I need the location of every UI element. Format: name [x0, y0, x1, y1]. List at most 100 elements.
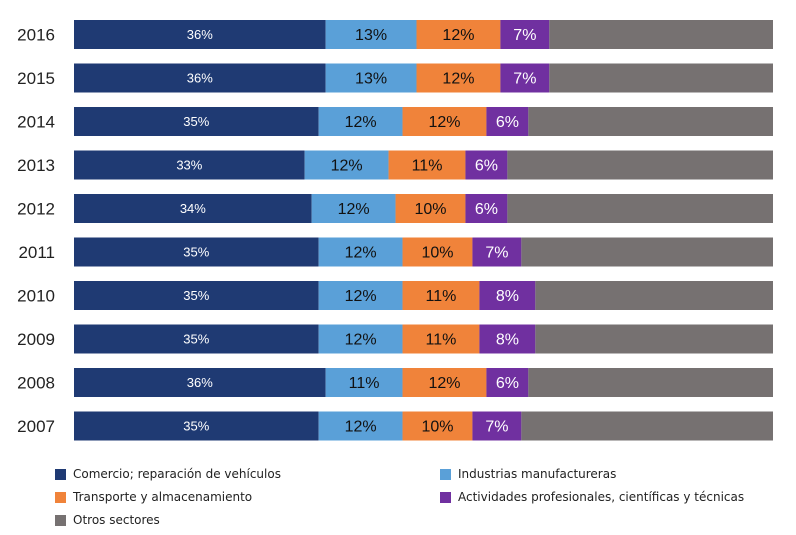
data-label: 12%: [428, 114, 460, 131]
bar-segment: [549, 63, 773, 93]
data-label: 7%: [513, 27, 536, 44]
data-label: 36%: [187, 71, 213, 86]
bar-segment: [472, 237, 522, 267]
bar-segment: [325, 63, 417, 93]
legend-swatch-transporte: [55, 491, 66, 503]
legend: Comercio; reparación de vehículos Indust…: [0, 462, 796, 532]
bar-segment: [486, 368, 529, 397]
bar-segment: [395, 194, 466, 223]
legend-label-transporte: Transporte y almacenamiento: [73, 490, 253, 504]
data-label: 12%: [442, 71, 474, 88]
data-label: 11%: [426, 332, 457, 349]
data-label: 13%: [355, 71, 387, 88]
legend-label-industrias: Industrias manufactureras: [458, 467, 617, 481]
y-tick-label: 2015: [17, 69, 55, 88]
bar-segment: [500, 63, 550, 93]
y-tick-label: 2007: [17, 417, 55, 436]
bar-segment: [535, 281, 773, 310]
legend-swatch-actividades: [440, 491, 451, 503]
bar-segment: [465, 150, 508, 180]
legend-item-actividades: Actividades profesionales, científicas y…: [440, 490, 744, 504]
y-tick-label: 2009: [17, 330, 55, 349]
data-label: 7%: [485, 419, 508, 436]
data-label: 35%: [183, 245, 209, 260]
bar-segment: [318, 237, 403, 267]
bar-segment: [318, 324, 403, 354]
data-label: 12%: [428, 375, 460, 392]
data-label: 35%: [183, 419, 209, 434]
legend-item-industrias: Industrias manufactureras: [440, 467, 616, 481]
bar-segment: [402, 324, 480, 354]
bar-segment: [521, 411, 773, 441]
data-label: 12%: [338, 201, 370, 218]
data-label: 12%: [345, 245, 377, 262]
bar-segment: [74, 324, 319, 354]
bar-segment: [416, 63, 501, 93]
data-label: 12%: [345, 419, 377, 436]
bar-segment: [74, 237, 319, 267]
bar-segment: [402, 368, 487, 397]
bar-segment: [486, 107, 529, 136]
bar-segment: [388, 150, 466, 180]
data-label: 7%: [485, 245, 508, 262]
bar-segment: [500, 20, 550, 49]
data-label: 7%: [513, 71, 536, 88]
bar-segment: [535, 324, 773, 354]
y-tick-label: 2012: [17, 200, 55, 219]
data-label: 12%: [345, 114, 377, 131]
data-label: 13%: [355, 27, 387, 44]
data-label: 33%: [176, 158, 202, 173]
data-label: 8%: [496, 288, 519, 305]
y-tick-label: 2013: [17, 156, 55, 175]
legend-swatch-comercio: [55, 468, 66, 480]
bar-segment: [402, 411, 473, 441]
bar-segment: [74, 411, 319, 441]
bar-segment: [311, 194, 396, 223]
bar-segment: [472, 411, 522, 441]
bar-segment: [479, 281, 536, 310]
y-tick-label: 2010: [17, 287, 55, 306]
bar-segment: [416, 20, 501, 49]
bar-segment: [325, 368, 403, 397]
bar-segment: [318, 107, 403, 136]
data-label: 35%: [183, 288, 209, 303]
bar-segment: [465, 194, 508, 223]
bar-segment: [325, 20, 417, 49]
y-tick-label: 2016: [17, 26, 55, 45]
legend-item-comercio: Comercio; reparación de vehículos: [55, 467, 281, 481]
data-label: 6%: [496, 114, 519, 131]
data-label: 6%: [475, 201, 498, 218]
data-label: 12%: [442, 27, 474, 44]
bar-segment: [479, 324, 536, 354]
bar-segment: [528, 107, 773, 136]
bar-segment: [74, 150, 305, 180]
legend-swatch-otros: [55, 514, 66, 526]
bar-segment: [549, 20, 773, 49]
legend-item-transporte: Transporte y almacenamiento: [55, 490, 252, 504]
bar-segment: [74, 194, 312, 223]
data-label: 36%: [187, 27, 213, 42]
data-label: 11%: [349, 375, 380, 392]
bar-segment: [402, 237, 473, 267]
legend-item-otros: Otros sectores: [55, 513, 160, 527]
data-label: 10%: [414, 201, 446, 218]
bar-segment: [528, 368, 773, 397]
bar-segment: [318, 411, 403, 441]
bar-segment: [74, 281, 319, 310]
bar-segment: [74, 63, 326, 93]
data-label: 6%: [475, 158, 498, 175]
y-tick-label: 2011: [18, 243, 55, 262]
bar-segment: [74, 107, 319, 136]
data-label: 36%: [187, 375, 213, 390]
bar-segment: [74, 20, 326, 49]
bar-segment: [74, 368, 326, 397]
bar-segment: [318, 281, 403, 310]
bar-segment: [507, 194, 773, 223]
data-label: 12%: [345, 288, 377, 305]
bar-segment: [304, 150, 389, 180]
data-label: 10%: [421, 419, 453, 436]
bar-segment: [507, 150, 773, 180]
y-tick-label: 2008: [17, 374, 55, 393]
data-label: 11%: [426, 288, 457, 305]
bar-segment: [402, 281, 480, 310]
